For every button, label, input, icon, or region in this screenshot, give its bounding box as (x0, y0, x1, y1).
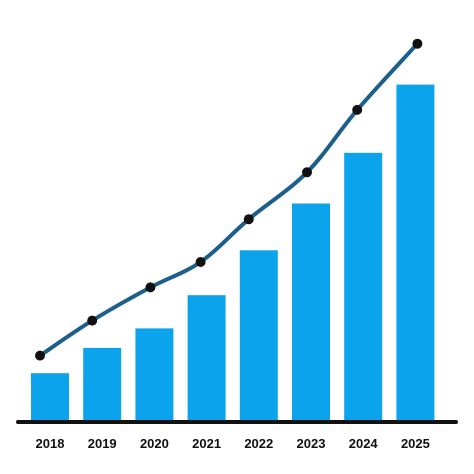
trend-point-2024 (352, 104, 363, 115)
x-tick-label-2022: 2022 (244, 436, 273, 451)
bar-2020 (135, 328, 174, 420)
x-tick-label-2024: 2024 (349, 436, 379, 451)
x-tick-label-2018: 2018 (36, 436, 65, 451)
markers-layer (35, 38, 423, 361)
x-tick-label-2020: 2020 (140, 436, 169, 451)
x-tick-label-2019: 2019 (88, 436, 117, 451)
trend-point-2021 (195, 257, 206, 267)
bar-2025 (396, 84, 435, 420)
bar-2019 (83, 347, 122, 420)
trend-point-2020 (145, 282, 156, 293)
bar-2021 (187, 295, 226, 420)
trend-point-2023 (302, 167, 312, 178)
bar-2022 (239, 250, 278, 420)
trend-point-2025 (412, 38, 423, 49)
trend-point-2019 (87, 315, 98, 326)
bar-2023 (292, 203, 330, 420)
bar-2018 (31, 373, 69, 420)
x-tick-label-2025: 2025 (401, 436, 430, 451)
bars-layer (31, 84, 435, 421)
trend-point-2018 (35, 350, 45, 361)
x-tick-label-2021: 2021 (192, 436, 221, 451)
trend-point-2022 (243, 214, 254, 225)
x-tick-label-2023: 2023 (297, 436, 326, 451)
bar-2024 (344, 152, 383, 421)
x-tick-labels: 2018 2019 2020 2021 2022 2023 2024 2025 (36, 436, 430, 451)
